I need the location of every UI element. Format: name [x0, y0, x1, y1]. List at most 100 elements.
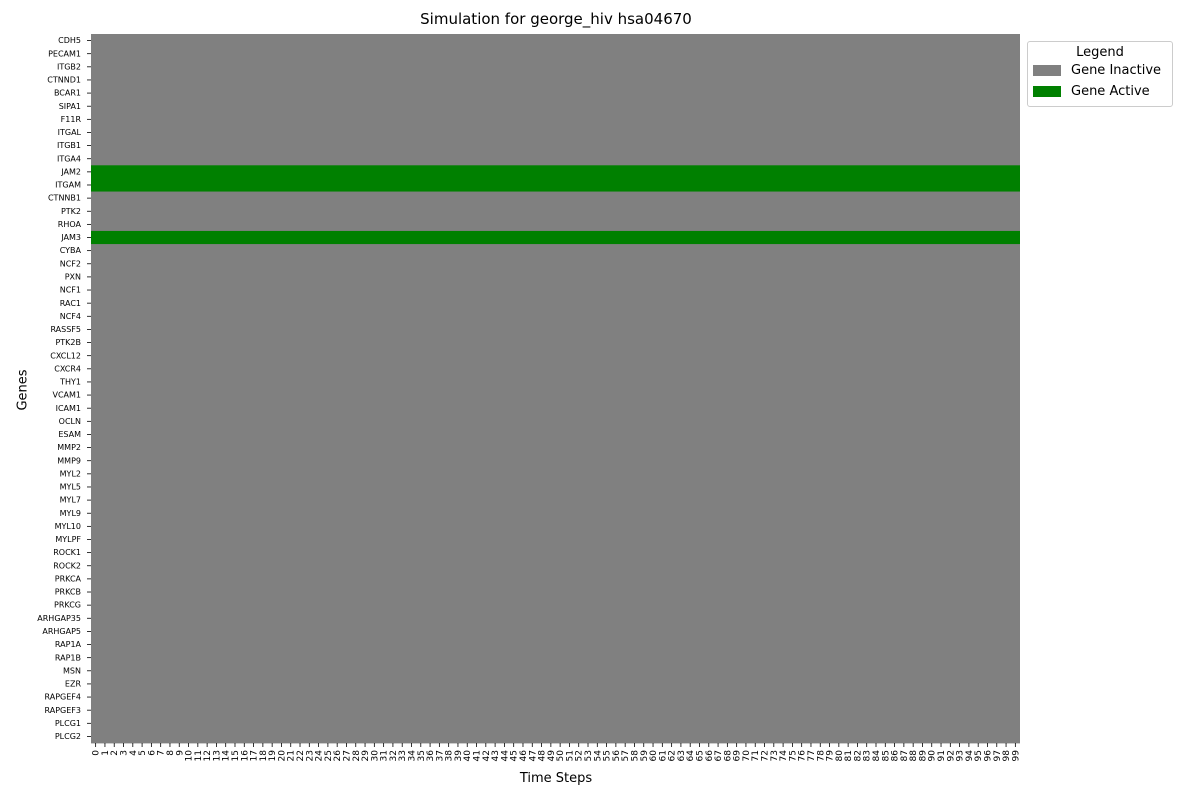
x-tick-label-73: 73	[770, 750, 780, 761]
x-tick-label-17: 17	[250, 750, 260, 761]
y-tick-label-itgb1: ITGB1	[57, 141, 81, 150]
x-tick-label-5: 5	[138, 750, 148, 756]
x-tick-label-35: 35	[417, 750, 427, 761]
x-tick-label-91: 91	[937, 750, 947, 761]
x-tick-label-89: 89	[918, 750, 928, 762]
heatmap-row-vcam1	[91, 388, 1020, 403]
heatmap-row-rassf5	[91, 322, 1020, 337]
x-tick-label-68: 68	[723, 750, 733, 762]
heatmap-row-plcg2	[91, 729, 1020, 744]
x-tick-label-0: 0	[92, 750, 102, 756]
x-tick-label-18: 18	[259, 750, 269, 762]
x-tick-label-1: 1	[101, 750, 111, 756]
y-tick-label-myl7: MYL7	[60, 496, 81, 505]
heatmap-row-itgal	[91, 125, 1020, 140]
y-tick-label-ctnnb1: CTNNB1	[48, 194, 81, 203]
x-tick-label-43: 43	[491, 750, 501, 761]
x-tick-label-56: 56	[612, 750, 622, 762]
x-tick-label-50: 50	[556, 750, 566, 762]
heatmap-row-rock2	[91, 559, 1020, 573]
x-tick-label-37: 37	[435, 750, 445, 761]
heatmap-row-ncf2	[91, 257, 1020, 271]
x-tick-label-76: 76	[798, 750, 808, 762]
x-tick-label-80: 80	[835, 750, 845, 762]
y-tick-label-ncf4: NCF4	[60, 312, 81, 321]
x-tick-label-83: 83	[863, 750, 873, 761]
heatmap-row-rhoa	[91, 217, 1020, 232]
y-tick-label-plcg1: PLCG1	[55, 719, 81, 728]
x-tick-label-46: 46	[519, 750, 529, 762]
x-tick-label-31: 31	[380, 750, 390, 761]
x-tick-label-99: 99	[1011, 750, 1021, 762]
x-tick-label-33: 33	[398, 750, 408, 761]
y-tick-label-arhgap35: ARHGAP35	[37, 614, 81, 623]
x-tick-label-44: 44	[500, 750, 510, 762]
x-tick-label-40: 40	[463, 750, 473, 762]
x-tick-label-78: 78	[816, 750, 826, 762]
x-tick-label-87: 87	[900, 750, 910, 761]
y-tick-label-rac1: RAC1	[60, 299, 81, 308]
x-tick-label-22: 22	[296, 750, 306, 761]
y-tick-label-cyba: CYBA	[60, 246, 82, 255]
x-tick-label-93: 93	[956, 750, 966, 761]
y-tick-label-jam2: JAM2	[60, 167, 81, 176]
y-tick-label-itgb2: ITGB2	[57, 62, 81, 71]
heatmap-row-arhgap5	[91, 624, 1020, 639]
heatmap-row-icam1	[91, 401, 1020, 416]
y-tick-label-prkcb: PRKCB	[55, 588, 81, 597]
x-tick-label-85: 85	[881, 750, 891, 761]
heatmap-row-prkcb	[91, 585, 1020, 599]
heatmap-row-esam	[91, 427, 1020, 442]
x-tick-label-27: 27	[342, 750, 352, 761]
y-tick-label-myl2: MYL2	[60, 469, 81, 478]
y-tick-label-rassf5: RASSF5	[50, 325, 81, 334]
x-tick-label-82: 82	[853, 750, 863, 761]
y-tick-label-ptk2b: PTK2B	[55, 338, 81, 347]
y-tick-label-prkca: PRKCA	[55, 574, 82, 583]
y-tick-label-thy1: THY1	[59, 378, 81, 387]
heatmap-row-ocln	[91, 414, 1020, 429]
x-tick-label-41: 41	[473, 750, 483, 761]
x-tick-label-48: 48	[538, 750, 548, 762]
x-tick-label-71: 71	[751, 750, 761, 761]
y-tick-label-pecam1: PECAM1	[48, 49, 81, 58]
x-tick-label-75: 75	[788, 750, 798, 761]
heatmap-row-mmp2	[91, 441, 1020, 455]
x-tick-label-45: 45	[510, 750, 520, 761]
y-tick-label-itgam: ITGAM	[55, 181, 81, 190]
x-tick-label-90: 90	[928, 750, 938, 762]
heatmap-row-ctnnb1	[91, 191, 1020, 206]
x-tick-label-20: 20	[277, 750, 287, 762]
y-tick-label-rap1a: RAP1A	[55, 640, 82, 649]
x-tick-label-4: 4	[129, 750, 139, 756]
x-tick-label-11: 11	[194, 750, 204, 761]
heatmap-row-myl10	[91, 519, 1020, 534]
x-tick-label-34: 34	[408, 750, 418, 762]
x-tick-label-39: 39	[454, 750, 464, 762]
heatmap-row-myl9	[91, 506, 1020, 521]
heatmap-row-itgb2	[91, 60, 1020, 74]
x-tick-label-92: 92	[946, 750, 956, 761]
heatmap-row-msn	[91, 664, 1020, 678]
heatmap-row-mmp9	[91, 454, 1020, 468]
y-tick-label-ncf2: NCF2	[60, 259, 81, 268]
heatmap-row-rap1a	[91, 637, 1020, 652]
legend-entry-inactive: Gene Inactive	[1028, 60, 1172, 81]
heatmap-row-rapgef3	[91, 703, 1020, 718]
x-tick-label-26: 26	[333, 750, 343, 762]
heatmap-row-itga4	[91, 152, 1020, 166]
x-tick-label-25: 25	[324, 750, 334, 761]
heatmap-row-cxcl12	[91, 349, 1020, 363]
y-tick-label-sipa1: SIPA1	[59, 102, 81, 111]
x-tick-label-9: 9	[175, 750, 185, 756]
x-tick-label-51: 51	[565, 750, 575, 761]
x-tick-label-65: 65	[695, 750, 705, 761]
x-tick-label-94: 94	[965, 750, 975, 762]
x-tick-label-77: 77	[807, 750, 817, 761]
heatmap-row-jam3	[91, 230, 1020, 245]
y-tick-label-msn: MSN	[63, 666, 81, 675]
y-tick-label-rapgef4: RAPGEF4	[45, 693, 81, 702]
x-tick-label-38: 38	[445, 750, 455, 762]
x-tick-label-7: 7	[157, 750, 167, 756]
heatmap-row-ptk2	[91, 204, 1020, 219]
